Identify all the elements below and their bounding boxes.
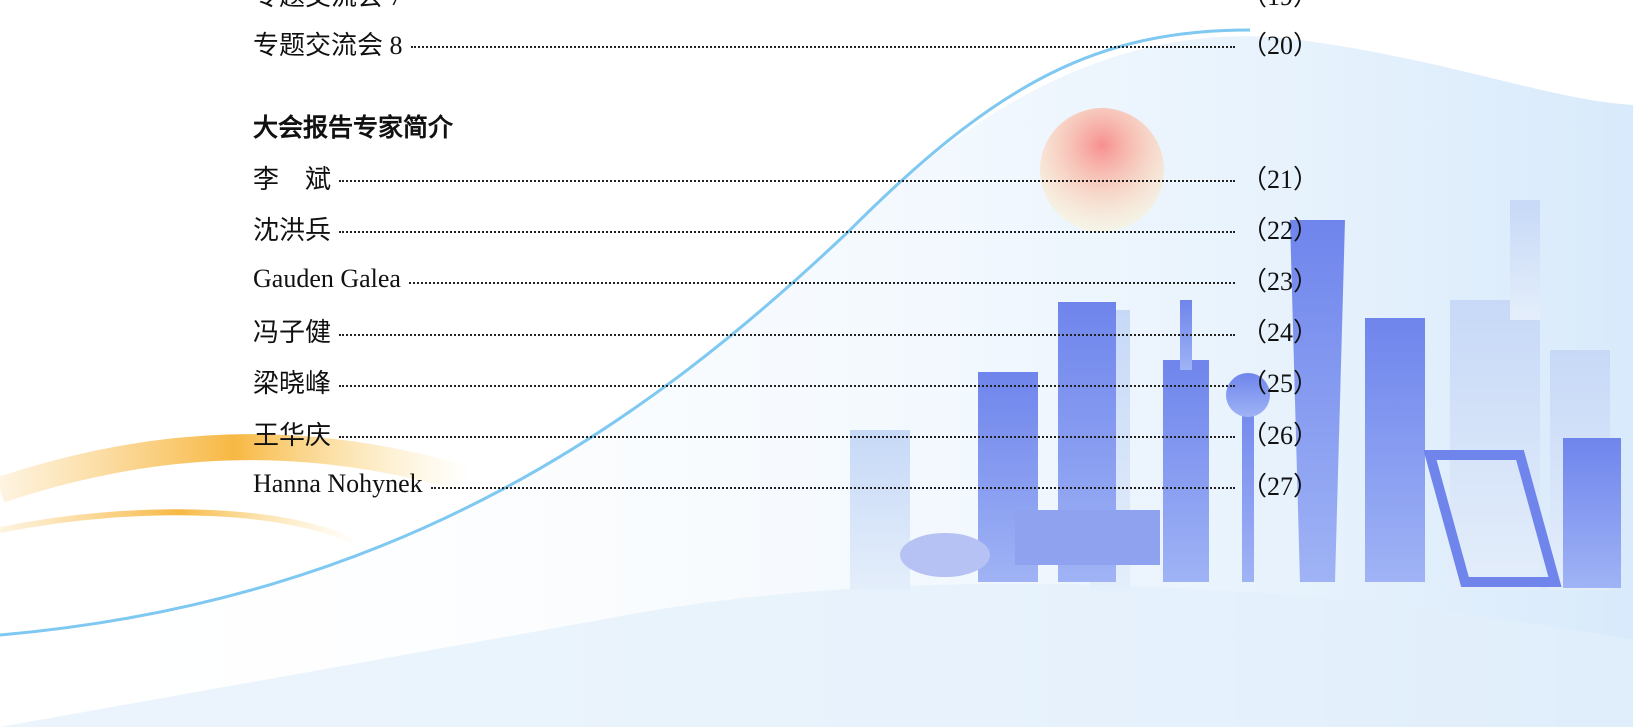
dot-leader bbox=[339, 384, 1235, 387]
entry-page: （23） bbox=[1240, 266, 1319, 296]
entry-name: 沈洪兵 bbox=[253, 215, 332, 245]
entry-page: （22） bbox=[1240, 215, 1319, 245]
entry-name: 冯子健 bbox=[253, 318, 332, 348]
sky-wave bbox=[0, 36, 1633, 727]
dot-leader bbox=[339, 436, 1235, 438]
entry-name: 专题交流会 8 bbox=[253, 30, 403, 60]
toc-entry: 梁晓峰 （25） bbox=[253, 366, 1319, 398]
dot-leader bbox=[430, 487, 1235, 490]
entry-page: （19） bbox=[1241, 0, 1319, 13]
entry-page: （20） bbox=[1240, 30, 1319, 60]
toc-entry: 王华庆 （26） bbox=[253, 417, 1319, 450]
toc-entry: 沈洪兵 （22） bbox=[253, 212, 1319, 245]
entry-page: （24） bbox=[1240, 318, 1319, 348]
toc-entry: 专题交流会 8 （20） bbox=[253, 27, 1319, 60]
entry-page: （25） bbox=[1240, 369, 1319, 399]
skyline bbox=[900, 220, 1621, 588]
entry-name: 专题交流会 7 bbox=[253, 0, 403, 13]
section-heading: 大会报告专家简介 bbox=[253, 113, 454, 142]
sun bbox=[1040, 108, 1164, 232]
dot-leader bbox=[339, 180, 1235, 182]
toc-entry: Hanna Nohynek （27） bbox=[253, 468, 1319, 501]
entry-page: （26） bbox=[1240, 420, 1319, 450]
gold-wave bbox=[0, 509, 362, 548]
dot-leader bbox=[408, 282, 1235, 285]
dot-leader bbox=[410, 46, 1235, 48]
wave-line bbox=[0, 28, 1251, 637]
gold-wave bbox=[0, 434, 474, 503]
toc-entry: 李 斌 （21） bbox=[253, 161, 1319, 194]
entry-name: 李 斌 bbox=[253, 164, 332, 194]
entry-name: 王华庆 bbox=[253, 420, 332, 450]
toc-entry: 冯子健 （24） bbox=[253, 315, 1319, 347]
entry-page: （27） bbox=[1240, 471, 1319, 501]
entry-name: Gauden Galea bbox=[253, 264, 401, 294]
entry-page: （21） bbox=[1240, 164, 1319, 194]
entry-name: Hanna Nohynek bbox=[253, 469, 423, 499]
entry-name: 梁晓峰 bbox=[253, 369, 332, 399]
dot-leader bbox=[339, 333, 1235, 336]
dot-leader bbox=[339, 231, 1235, 234]
toc-entry: 专题交流会 7 （19） bbox=[253, 0, 1319, 13]
toc-entry: Gauden Galea （23） bbox=[253, 263, 1319, 296]
ground-wave bbox=[0, 583, 1633, 727]
